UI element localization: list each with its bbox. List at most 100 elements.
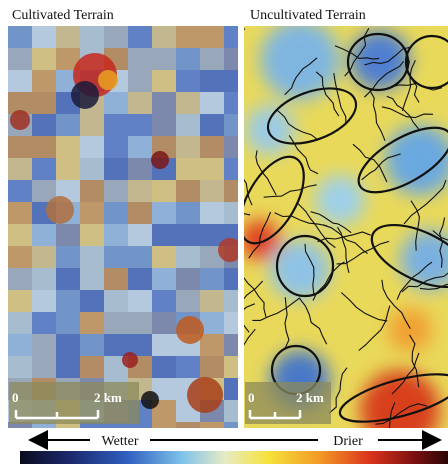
field	[104, 290, 128, 312]
field	[32, 136, 56, 158]
field	[32, 92, 56, 114]
field	[128, 26, 152, 48]
field	[8, 356, 32, 378]
field	[200, 158, 224, 180]
field	[80, 268, 104, 290]
field	[200, 92, 224, 114]
patch	[98, 70, 118, 90]
field	[32, 290, 56, 312]
field	[152, 246, 176, 268]
field	[152, 92, 176, 114]
field	[56, 312, 80, 334]
field	[200, 180, 224, 202]
field	[56, 26, 80, 48]
field	[56, 334, 80, 356]
field	[8, 180, 32, 202]
field	[200, 26, 224, 48]
field	[104, 136, 128, 158]
field	[32, 26, 56, 48]
field	[32, 224, 56, 246]
panel-title: Cultivated Terrain	[12, 8, 114, 23]
field	[128, 158, 152, 180]
field	[176, 202, 200, 224]
field	[128, 290, 152, 312]
field	[80, 290, 104, 312]
axis-label: Wetter	[102, 434, 139, 449]
field	[176, 136, 200, 158]
field	[104, 224, 128, 246]
field	[152, 290, 176, 312]
field	[152, 202, 176, 224]
field	[32, 356, 56, 378]
field	[176, 48, 200, 70]
field	[8, 48, 32, 70]
field	[80, 334, 104, 356]
field	[152, 114, 176, 136]
field	[104, 246, 128, 268]
scale-label: 0	[248, 390, 255, 405]
field	[176, 92, 200, 114]
field	[200, 136, 224, 158]
field	[80, 180, 104, 202]
wetness-blob	[245, 105, 295, 155]
field	[176, 70, 200, 92]
field	[176, 26, 200, 48]
field	[80, 224, 104, 246]
field	[8, 224, 32, 246]
field	[56, 356, 80, 378]
field	[80, 356, 104, 378]
field	[200, 224, 224, 246]
field	[32, 268, 56, 290]
field	[8, 290, 32, 312]
field	[176, 180, 200, 202]
field	[8, 26, 32, 48]
field	[8, 422, 32, 444]
field	[200, 334, 224, 356]
field	[56, 136, 80, 158]
field	[104, 312, 128, 334]
field	[8, 312, 32, 334]
field	[152, 268, 176, 290]
scale-label: 2 km	[94, 390, 122, 405]
field	[32, 48, 56, 70]
field	[32, 312, 56, 334]
field	[128, 268, 152, 290]
field	[32, 70, 56, 92]
field	[80, 246, 104, 268]
figure: Cultivated Terrain Uncultivated Terrain …	[0, 0, 448, 464]
field	[80, 26, 104, 48]
field	[104, 158, 128, 180]
patch	[71, 81, 99, 109]
field	[176, 246, 200, 268]
field	[8, 70, 32, 92]
field	[32, 158, 56, 180]
scale-bar: 0 2 km	[245, 382, 331, 424]
cultivated-image	[8, 26, 248, 444]
field	[56, 224, 80, 246]
field	[176, 114, 200, 136]
patch	[176, 316, 204, 344]
field	[32, 114, 56, 136]
field	[176, 268, 200, 290]
wetness-blob	[360, 370, 440, 450]
field	[200, 356, 224, 378]
axis-label: Drier	[333, 434, 363, 449]
field	[152, 334, 176, 356]
wetness-blob	[388, 308, 432, 352]
field	[80, 312, 104, 334]
field	[104, 202, 128, 224]
wetness-axis: Wetter Drier	[30, 434, 440, 449]
scale-label: 2 km	[296, 390, 324, 405]
panel-title: Uncultivated Terrain	[250, 8, 366, 23]
field	[176, 356, 200, 378]
field	[200, 268, 224, 290]
field	[128, 70, 152, 92]
field	[200, 70, 224, 92]
field	[152, 224, 176, 246]
field	[104, 268, 128, 290]
field	[104, 92, 128, 114]
field	[128, 312, 152, 334]
field	[152, 180, 176, 202]
field	[104, 26, 128, 48]
field	[56, 246, 80, 268]
